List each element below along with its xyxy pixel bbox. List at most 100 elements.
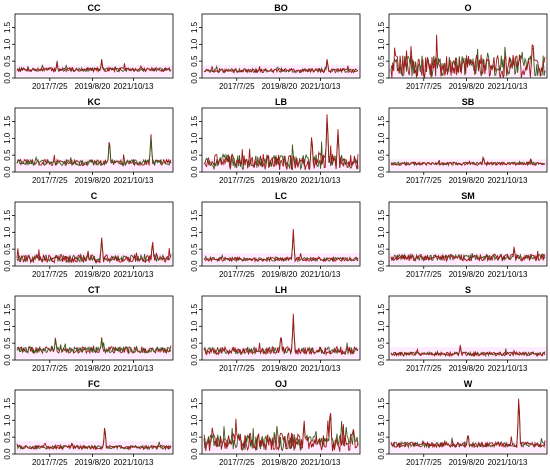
upper-series-line: [204, 59, 359, 74]
upper-series-line: [390, 246, 546, 263]
plot-frame: [388, 107, 548, 173]
y-tick-label: 0.5: [377, 55, 386, 67]
y-tick-label: 0.5: [3, 431, 12, 443]
y-tick-label: 1.5: [377, 303, 386, 315]
x-tick-label: 2017/7/25: [219, 458, 255, 467]
panel-kc: KC 0.0 0.5 1.0 1.5 2017/7/25 2019/8/20 2021/10/…: [3, 97, 174, 185]
panel-sm: SM 0.0 0.5 1.0 1.5 2017/7/25 2019/8/20 2021/10/…: [377, 191, 548, 279]
y-tick-label: 1.5: [377, 209, 386, 221]
panel-lb: LB 0.0 0.5 1.0 1.5 2017/7/25 2019/8/20 2021/10/…: [190, 97, 361, 185]
y-tick-label: 1.5: [377, 21, 386, 33]
plot-frame: [201, 13, 361, 79]
lower-series-line: [16, 339, 172, 355]
x-tick-label: 2019/8/20: [75, 270, 111, 279]
y-tick-label: 1.0: [3, 38, 12, 50]
panel-s: S 0.0 0.5 1.0 1.5 2017/7/25 2019/8/20 2021/10/1…: [377, 285, 548, 373]
x-tick-label: 2019/8/20: [75, 176, 111, 185]
y-tick-label: 1.5: [3, 115, 12, 127]
plot-frame: [201, 201, 361, 267]
y-tick-label: 0.5: [190, 149, 199, 161]
x-tick-label: 2021/10/13: [487, 458, 528, 467]
panel-bo: BO 0.0 0.5 1.0 1.5 2017/7/25 2019/8/20 2021/10/…: [190, 3, 361, 91]
x-tick-label: 2017/7/25: [406, 270, 442, 279]
plot-frame: [388, 13, 548, 79]
x-tick-label: 2017/7/25: [32, 364, 68, 373]
y-tick-label: 1.0: [190, 226, 199, 238]
panel-title: W: [464, 379, 473, 389]
panel-w: W 0.0 0.5 1.0 1.5 2017/7/25 2019/8/20 2021/10/1…: [377, 379, 548, 467]
y-tick-label: 0.0: [190, 166, 199, 178]
plot-frame: [201, 295, 361, 361]
y-tick-label: 0.5: [377, 149, 386, 161]
panel-ct: CT 0.0 0.5 1.0 1.5 2017/7/25 2019/8/20 2021/10/…: [3, 285, 174, 373]
y-tick-label: 1.0: [190, 132, 199, 144]
x-tick-label: 2017/7/25: [406, 82, 442, 91]
y-tick-label: 1.0: [377, 38, 386, 50]
x-tick-label: 2021/10/13: [487, 176, 528, 185]
lower-series-line: [203, 318, 359, 356]
panel-fc: FC 0.0 0.5 1.0 1.5 2017/7/25 2019/8/20 2021/10/…: [3, 379, 174, 467]
y-tick-label: 1.5: [3, 397, 12, 409]
y-tick-label: 1.0: [3, 226, 12, 238]
plot-frame: [14, 13, 174, 79]
y-tick-label: 1.5: [3, 209, 12, 221]
x-tick-label: 2017/7/25: [406, 176, 442, 185]
plot-frame: [14, 201, 174, 267]
x-tick-label: 2017/7/25: [32, 458, 68, 467]
y-tick-label: 0.0: [377, 354, 386, 366]
y-tick-label: 0.5: [190, 55, 199, 67]
lower-series-line: [203, 416, 359, 452]
y-tick-label: 1.5: [190, 303, 199, 315]
y-tick-label: 1.5: [190, 209, 199, 221]
panel-c: C 0.0 0.5 1.0 1.5 2017/7/25 2019/8/20 2021/10/1…: [3, 191, 174, 279]
plot-frame: [388, 295, 548, 361]
y-tick-label: 1.0: [3, 132, 12, 144]
x-tick-label: 2019/8/20: [449, 364, 485, 373]
upper-series-line: [203, 313, 359, 357]
y-tick-label: 1.0: [190, 38, 199, 50]
plot-frame: [14, 389, 174, 455]
x-tick-label: 2019/8/20: [75, 82, 111, 91]
x-tick-label: 2019/8/20: [262, 458, 298, 467]
upper-series-line: [16, 58, 172, 74]
lower-series-line: [390, 403, 546, 449]
panel-cc: CC 0.0 0.5 1.0 1.5 2017/7/25 2019/8/20 2021/10/…: [3, 3, 174, 91]
y-tick-label: 1.5: [190, 397, 199, 409]
x-tick-label: 2021/10/13: [300, 458, 341, 467]
y-tick-label: 0.5: [377, 243, 386, 255]
y-tick-label: 0.0: [190, 72, 199, 84]
upper-series-line: [203, 228, 359, 263]
x-tick-label: 2019/8/20: [262, 82, 298, 91]
plot-frame: [201, 389, 361, 455]
panel-title: O: [464, 3, 471, 13]
x-tick-label: 2021/10/13: [487, 364, 528, 373]
y-tick-label: 1.5: [190, 115, 199, 127]
panel-title: OJ: [275, 379, 287, 389]
highlight-band: [389, 159, 547, 171]
y-tick-label: 0.5: [190, 243, 199, 255]
y-tick-label: 1.5: [377, 397, 386, 409]
upper-series-line: [390, 344, 546, 358]
x-tick-label: 2019/8/20: [449, 82, 485, 91]
panel-title: CT: [88, 285, 100, 295]
y-tick-label: 0.5: [190, 337, 199, 349]
y-tick-label: 1.0: [377, 226, 386, 238]
y-tick-label: 1.5: [3, 21, 12, 33]
y-tick-label: 0.5: [3, 243, 12, 255]
upper-series-line: [390, 156, 546, 167]
x-tick-label: 2021/10/13: [300, 176, 341, 185]
y-tick-label: 0.5: [377, 431, 386, 443]
y-tick-label: 1.5: [190, 21, 199, 33]
y-tick-label: 0.0: [190, 260, 199, 272]
lower-series-line: [390, 248, 546, 262]
lower-series-line: [16, 137, 172, 167]
y-tick-label: 0.0: [190, 354, 199, 366]
y-tick-label: 0.0: [377, 260, 386, 272]
upper-series-line: [390, 34, 546, 79]
upper-series-line: [203, 412, 359, 452]
panel-oj: OJ 0.0 0.5 1.0 1.5 2017/7/25 2019/8/20 2021/10/…: [190, 379, 361, 467]
x-tick-label: 2021/10/13: [113, 458, 154, 467]
panel-title: CC: [88, 3, 101, 13]
x-tick-label: 2021/10/13: [113, 364, 154, 373]
x-tick-label: 2017/7/25: [32, 82, 68, 91]
